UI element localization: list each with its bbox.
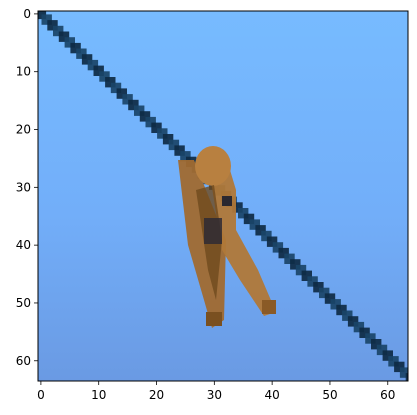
wire-segment bbox=[99, 71, 110, 82]
wire-segment bbox=[139, 111, 151, 122]
wire-segment bbox=[365, 333, 376, 344]
wire-segment bbox=[128, 99, 139, 111]
wire-segment bbox=[394, 361, 405, 373]
image-frame bbox=[37, 10, 409, 382]
x-tick-label: 40 bbox=[265, 388, 280, 402]
wire-segment bbox=[162, 134, 174, 145]
x-tick-label: 60 bbox=[380, 388, 395, 402]
wire-segment bbox=[58, 31, 70, 42]
x-tick-label: 10 bbox=[91, 388, 106, 402]
y-tick-label: 40 bbox=[16, 238, 31, 252]
wire-segment bbox=[301, 270, 312, 281]
wire-segment bbox=[87, 59, 99, 71]
wire-segment bbox=[359, 327, 370, 338]
wire-segment bbox=[319, 287, 330, 299]
wire-segment bbox=[342, 310, 353, 321]
wire-segment bbox=[81, 54, 93, 65]
y-tick-label: 60 bbox=[16, 354, 31, 368]
wire-segment bbox=[272, 242, 284, 253]
wire-segment bbox=[347, 316, 359, 327]
wire-segment bbox=[261, 230, 272, 242]
wire-segment bbox=[399, 367, 408, 378]
clothespin-spring-dot bbox=[222, 196, 232, 206]
wire-segment bbox=[180, 151, 191, 162]
wire-segment bbox=[330, 299, 341, 310]
wire-segment bbox=[41, 14, 52, 25]
wire-segment bbox=[64, 37, 75, 48]
wire-segment bbox=[353, 321, 365, 333]
y-tick-label: 20 bbox=[16, 123, 31, 137]
wire-segment bbox=[255, 225, 266, 236]
y-tick-label: 0 bbox=[23, 7, 31, 21]
wire-segment bbox=[76, 48, 87, 59]
wire-segment bbox=[313, 282, 324, 293]
y-tick-label: 10 bbox=[16, 65, 31, 79]
wire-segment bbox=[134, 105, 145, 116]
wire-segment bbox=[405, 373, 408, 381]
wire-segment bbox=[243, 213, 255, 225]
wire-segment bbox=[376, 344, 388, 356]
wire-segment bbox=[324, 293, 336, 304]
wire-segment bbox=[174, 145, 185, 156]
wire-segment bbox=[116, 88, 127, 99]
y-tick-label: 30 bbox=[16, 180, 31, 194]
wire-segment bbox=[284, 253, 295, 264]
x-tick-label: 0 bbox=[37, 388, 45, 402]
wire-segment bbox=[157, 128, 168, 139]
wire-segment bbox=[110, 82, 122, 94]
wire-segment bbox=[266, 236, 278, 247]
y-axis: 0 10 20 30 40 50 60 bbox=[16, 7, 38, 368]
x-tick-label: 30 bbox=[207, 388, 222, 402]
wire-segment bbox=[232, 202, 243, 213]
wire-segment bbox=[53, 25, 64, 37]
wire-segment bbox=[168, 139, 180, 151]
wire-segment bbox=[388, 356, 399, 367]
wire-segment bbox=[122, 94, 133, 105]
clothespin bbox=[178, 146, 276, 328]
wire-segment bbox=[371, 339, 382, 350]
wire-segment bbox=[105, 77, 116, 88]
x-tick-label: 20 bbox=[149, 388, 164, 402]
x-axis: 0 10 20 30 40 50 60 bbox=[37, 381, 395, 402]
wire-segment bbox=[238, 208, 249, 219]
clothespin-right-leg bbox=[206, 150, 276, 316]
wire-segment bbox=[249, 219, 260, 230]
wire-segment bbox=[307, 276, 318, 287]
wire-segment bbox=[336, 304, 347, 316]
wire-segment bbox=[278, 247, 289, 259]
wire-segment bbox=[70, 42, 81, 54]
wire-segment bbox=[290, 259, 301, 270]
image-content bbox=[38, 11, 408, 381]
clothespin-spring bbox=[204, 218, 222, 244]
wire-segment bbox=[382, 350, 393, 361]
wire-segment bbox=[145, 116, 156, 128]
clothespin-tip-left bbox=[206, 312, 222, 326]
wire-segment bbox=[47, 20, 58, 31]
y-tick-label: 50 bbox=[16, 296, 31, 310]
clothespin-top bbox=[195, 146, 231, 186]
clothespin-tip-right bbox=[262, 300, 276, 314]
wire-segment bbox=[151, 122, 162, 133]
wire-segment bbox=[295, 264, 307, 276]
x-tick-label: 50 bbox=[322, 388, 337, 402]
wire-segment bbox=[93, 65, 104, 76]
